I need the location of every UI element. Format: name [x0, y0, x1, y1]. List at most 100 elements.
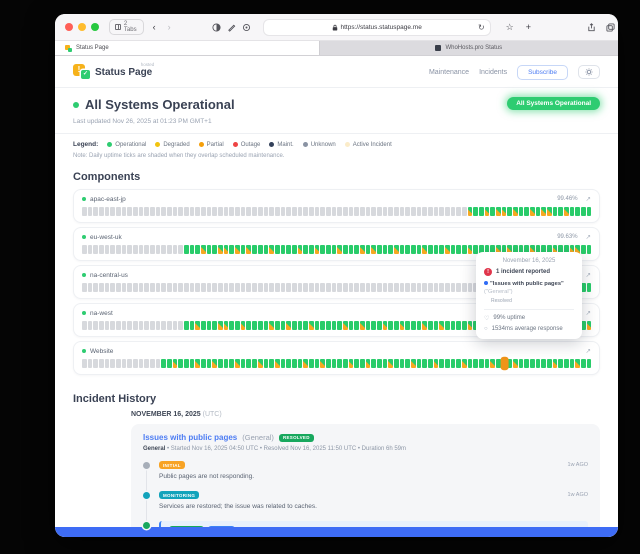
- uptime-tick[interactable]: [473, 321, 479, 330]
- uptime-tick[interactable]: [450, 245, 456, 254]
- uptime-tick[interactable]: [388, 283, 393, 292]
- uptime-tick[interactable]: [116, 207, 121, 216]
- uptime-tick[interactable]: [201, 359, 206, 368]
- uptime-tick[interactable]: [218, 283, 223, 292]
- uptime-tick[interactable]: [155, 283, 161, 292]
- uptime-tick[interactable]: [484, 359, 490, 368]
- uptime-tick[interactable]: [252, 321, 257, 330]
- uptime-tick[interactable]: [524, 245, 530, 254]
- component-external-link-icon[interactable]: ↗: [585, 196, 591, 203]
- uptime-tick[interactable]: [354, 245, 359, 254]
- uptime-tick[interactable]: [507, 207, 513, 216]
- uptime-tick[interactable]: [354, 283, 359, 292]
- uptime-tick[interactable]: [320, 321, 325, 330]
- uptime-tick[interactable]: [501, 245, 507, 254]
- uptime-tick[interactable]: [82, 207, 87, 216]
- uptime-tick[interactable]: [138, 207, 144, 216]
- uptime-tick[interactable]: [479, 207, 484, 216]
- uptime-tick[interactable]: [535, 245, 541, 254]
- uptime-tick[interactable]: [82, 321, 87, 330]
- uptime-tick[interactable]: [240, 245, 246, 254]
- uptime-tick[interactable]: [303, 245, 308, 254]
- uptime-tick[interactable]: [150, 245, 155, 254]
- uptime-tick[interactable]: [547, 207, 552, 216]
- uptime-tick[interactable]: [291, 321, 297, 330]
- uptime-tick[interactable]: [93, 359, 99, 368]
- uptime-tick[interactable]: [133, 359, 138, 368]
- uptime-tick[interactable]: [184, 283, 189, 292]
- uptime-tick[interactable]: [342, 245, 348, 254]
- uptime-tick[interactable]: [314, 359, 320, 368]
- uptime-tick[interactable]: [189, 321, 195, 330]
- uptime-tick[interactable]: [257, 207, 263, 216]
- pen-icon[interactable]: [227, 22, 236, 33]
- uptime-tick[interactable]: [433, 359, 439, 368]
- uptime-tick[interactable]: [195, 283, 201, 292]
- uptime-tick[interactable]: [184, 207, 189, 216]
- uptime-tick[interactable]: [189, 359, 195, 368]
- forward-button[interactable]: ›: [167, 22, 171, 32]
- uptime-tick[interactable]: [325, 321, 331, 330]
- uptime-tick[interactable]: [172, 283, 178, 292]
- uptime-tick[interactable]: [269, 283, 274, 292]
- uptime-tick[interactable]: [308, 207, 314, 216]
- uptime-tick[interactable]: [382, 207, 388, 216]
- uptime-tick[interactable]: [104, 321, 110, 330]
- uptime-tick[interactable]: [359, 283, 365, 292]
- uptime-tick[interactable]: [479, 245, 484, 254]
- uptime-tick[interactable]: [189, 283, 195, 292]
- uptime-tick[interactable]: [229, 245, 235, 254]
- uptime-tick[interactable]: [218, 245, 223, 254]
- uptime-tick[interactable]: [274, 283, 280, 292]
- uptime-tick[interactable]: [252, 283, 257, 292]
- uptime-tick[interactable]: [371, 207, 376, 216]
- uptime-tick[interactable]: [376, 359, 382, 368]
- uptime-tick[interactable]: [496, 207, 501, 216]
- uptime-tick[interactable]: [331, 359, 337, 368]
- uptime-tick[interactable]: [393, 283, 399, 292]
- uptime-tick[interactable]: [235, 359, 240, 368]
- uptime-tick[interactable]: [178, 283, 184, 292]
- uptime-tick[interactable]: [445, 245, 450, 254]
- uptime-tick[interactable]: [303, 283, 308, 292]
- uptime-tick[interactable]: [269, 245, 274, 254]
- uptime-tick[interactable]: [354, 359, 359, 368]
- uptime-tick[interactable]: [286, 359, 291, 368]
- uptime-tick[interactable]: [303, 207, 308, 216]
- uptime-tick[interactable]: [393, 359, 399, 368]
- uptime-tick[interactable]: [456, 321, 462, 330]
- uptime-tick[interactable]: [433, 245, 439, 254]
- uptime-tick[interactable]: [473, 245, 479, 254]
- uptime-tick[interactable]: [82, 283, 87, 292]
- uptime-tick[interactable]: [513, 207, 518, 216]
- uptime-tick[interactable]: [427, 283, 433, 292]
- uptime-tick[interactable]: [121, 283, 127, 292]
- uptime-tick[interactable]: [410, 207, 416, 216]
- uptime-tick[interactable]: [144, 207, 150, 216]
- tab-overview-button[interactable]: 2 Tabs: [109, 19, 144, 35]
- uptime-tick[interactable]: [530, 207, 535, 216]
- uptime-tick[interactable]: [104, 283, 110, 292]
- uptime-tick[interactable]: [405, 245, 410, 254]
- uptime-tick[interactable]: [422, 207, 427, 216]
- uptime-tick[interactable]: [433, 207, 439, 216]
- uptime-tick[interactable]: [450, 359, 456, 368]
- uptime-tick[interactable]: [99, 283, 104, 292]
- uptime-tick[interactable]: [462, 207, 467, 216]
- close-window-button[interactable]: [65, 23, 73, 31]
- uptime-tick[interactable]: [530, 245, 535, 254]
- uptime-tick[interactable]: [246, 245, 252, 254]
- uptime-tick[interactable]: [365, 321, 371, 330]
- uptime-tick[interactable]: [235, 207, 240, 216]
- uptime-tick[interactable]: [405, 321, 410, 330]
- uptime-tick[interactable]: [500, 356, 508, 371]
- uptime-tick[interactable]: [303, 359, 308, 368]
- uptime-tick[interactable]: [445, 321, 450, 330]
- uptime-tick[interactable]: [410, 245, 416, 254]
- uptime-tick[interactable]: [246, 359, 252, 368]
- uptime-tick[interactable]: [325, 207, 331, 216]
- uptime-tick[interactable]: [144, 283, 150, 292]
- uptime-tick[interactable]: [479, 359, 484, 368]
- uptime-tick[interactable]: [552, 207, 558, 216]
- uptime-tick[interactable]: [223, 359, 229, 368]
